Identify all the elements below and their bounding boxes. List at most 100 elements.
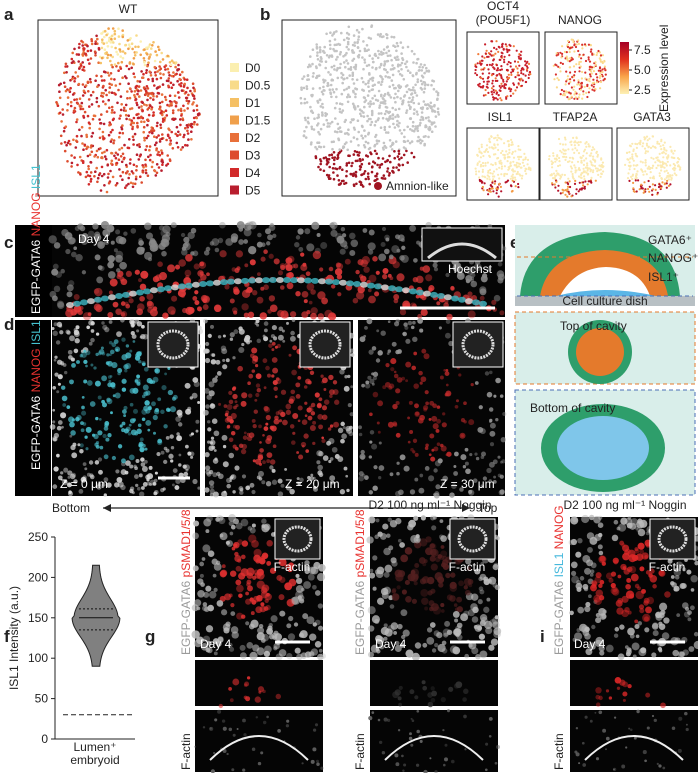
nucleus — [234, 551, 239, 557]
umap-point — [410, 100, 413, 103]
umap-point — [191, 82, 195, 85]
umap-point — [498, 162, 501, 165]
umap-point — [140, 70, 143, 73]
nucleus — [422, 265, 431, 273]
nucleus — [121, 421, 126, 426]
nucleus — [304, 569, 310, 575]
umap-point — [405, 149, 408, 153]
umap-point — [333, 130, 337, 133]
umap-point — [110, 34, 114, 38]
nucleus — [479, 300, 487, 307]
umap-point — [336, 66, 339, 70]
nucleus — [296, 653, 303, 661]
umap-point — [344, 53, 347, 57]
umap-point — [187, 100, 191, 103]
nucleus — [56, 453, 60, 458]
umap-point — [552, 154, 555, 157]
umap-point — [493, 175, 496, 178]
umap-point — [66, 103, 70, 106]
umap-point — [72, 138, 75, 142]
umap-point — [168, 128, 171, 132]
umap-point — [351, 102, 355, 106]
umap-point — [599, 87, 602, 90]
nucleus — [261, 480, 266, 485]
umap-point — [564, 189, 567, 192]
umap-point — [587, 172, 590, 175]
nucleus — [241, 392, 248, 399]
umap-point — [311, 75, 315, 78]
nucleus — [194, 290, 199, 295]
umap-point — [496, 98, 499, 101]
umap-point — [509, 44, 512, 48]
nucleus — [209, 403, 216, 409]
umap-point — [559, 174, 562, 177]
nucleus — [81, 405, 85, 410]
nucleus — [349, 348, 355, 353]
umap-point — [374, 120, 378, 123]
nucleus — [336, 235, 345, 244]
nucleus — [181, 249, 188, 256]
umap-point — [572, 88, 575, 91]
umap-point — [478, 176, 481, 179]
umap-point — [181, 118, 185, 122]
nucleus — [284, 313, 290, 319]
umap-point — [588, 68, 591, 71]
umap-point — [586, 83, 589, 86]
umap-point — [526, 163, 529, 166]
day-label: Day 4 — [78, 232, 110, 246]
nucleus — [332, 389, 339, 395]
umap-point — [107, 39, 111, 43]
nucleus — [297, 228, 304, 235]
umap-point — [631, 153, 634, 156]
umap-point — [130, 170, 134, 173]
umap-point — [494, 89, 497, 92]
umap-point — [81, 83, 85, 86]
nucleus — [405, 379, 409, 383]
umap-point — [640, 168, 643, 171]
umap-point — [498, 84, 501, 88]
umap-point — [347, 37, 351, 41]
umap-point — [406, 69, 410, 72]
nucleus — [232, 490, 236, 494]
nucleus — [276, 343, 281, 349]
umap-point — [107, 181, 111, 185]
umap-point — [501, 149, 504, 153]
umap-point — [98, 136, 102, 140]
umap-point — [564, 138, 567, 141]
umap-point — [636, 170, 639, 173]
nucleus — [146, 293, 154, 301]
nucleus — [278, 326, 284, 332]
umap-point — [656, 140, 659, 143]
umap-point — [362, 67, 365, 71]
nucleus — [208, 469, 214, 475]
nucleus — [410, 447, 414, 452]
nucleus — [239, 490, 244, 495]
nucleus — [309, 476, 315, 481]
nucleus — [268, 253, 274, 259]
umap-point — [84, 84, 88, 87]
umap-point — [116, 101, 119, 105]
legend-label: D1 — [245, 96, 261, 110]
nucleus — [262, 277, 270, 284]
umap-point — [133, 54, 137, 57]
umap-point — [148, 158, 152, 162]
nucleus — [57, 301, 65, 310]
umap-point — [422, 80, 426, 84]
umap-point — [574, 179, 577, 182]
schematic — [514, 225, 696, 496]
nucleus — [424, 446, 429, 450]
umap-point — [326, 84, 329, 88]
umap-point — [565, 91, 568, 94]
umap-point — [369, 102, 373, 106]
umap-point — [134, 45, 137, 49]
nucleus — [180, 293, 186, 299]
nucleus — [115, 254, 123, 263]
umap-point — [647, 179, 650, 183]
umap-point — [395, 58, 398, 61]
umap-point — [135, 165, 138, 168]
umap-point — [117, 69, 120, 72]
nucleus — [52, 484, 58, 489]
umap-point — [573, 164, 576, 167]
umap-point — [170, 130, 173, 134]
nucleus — [337, 456, 344, 463]
